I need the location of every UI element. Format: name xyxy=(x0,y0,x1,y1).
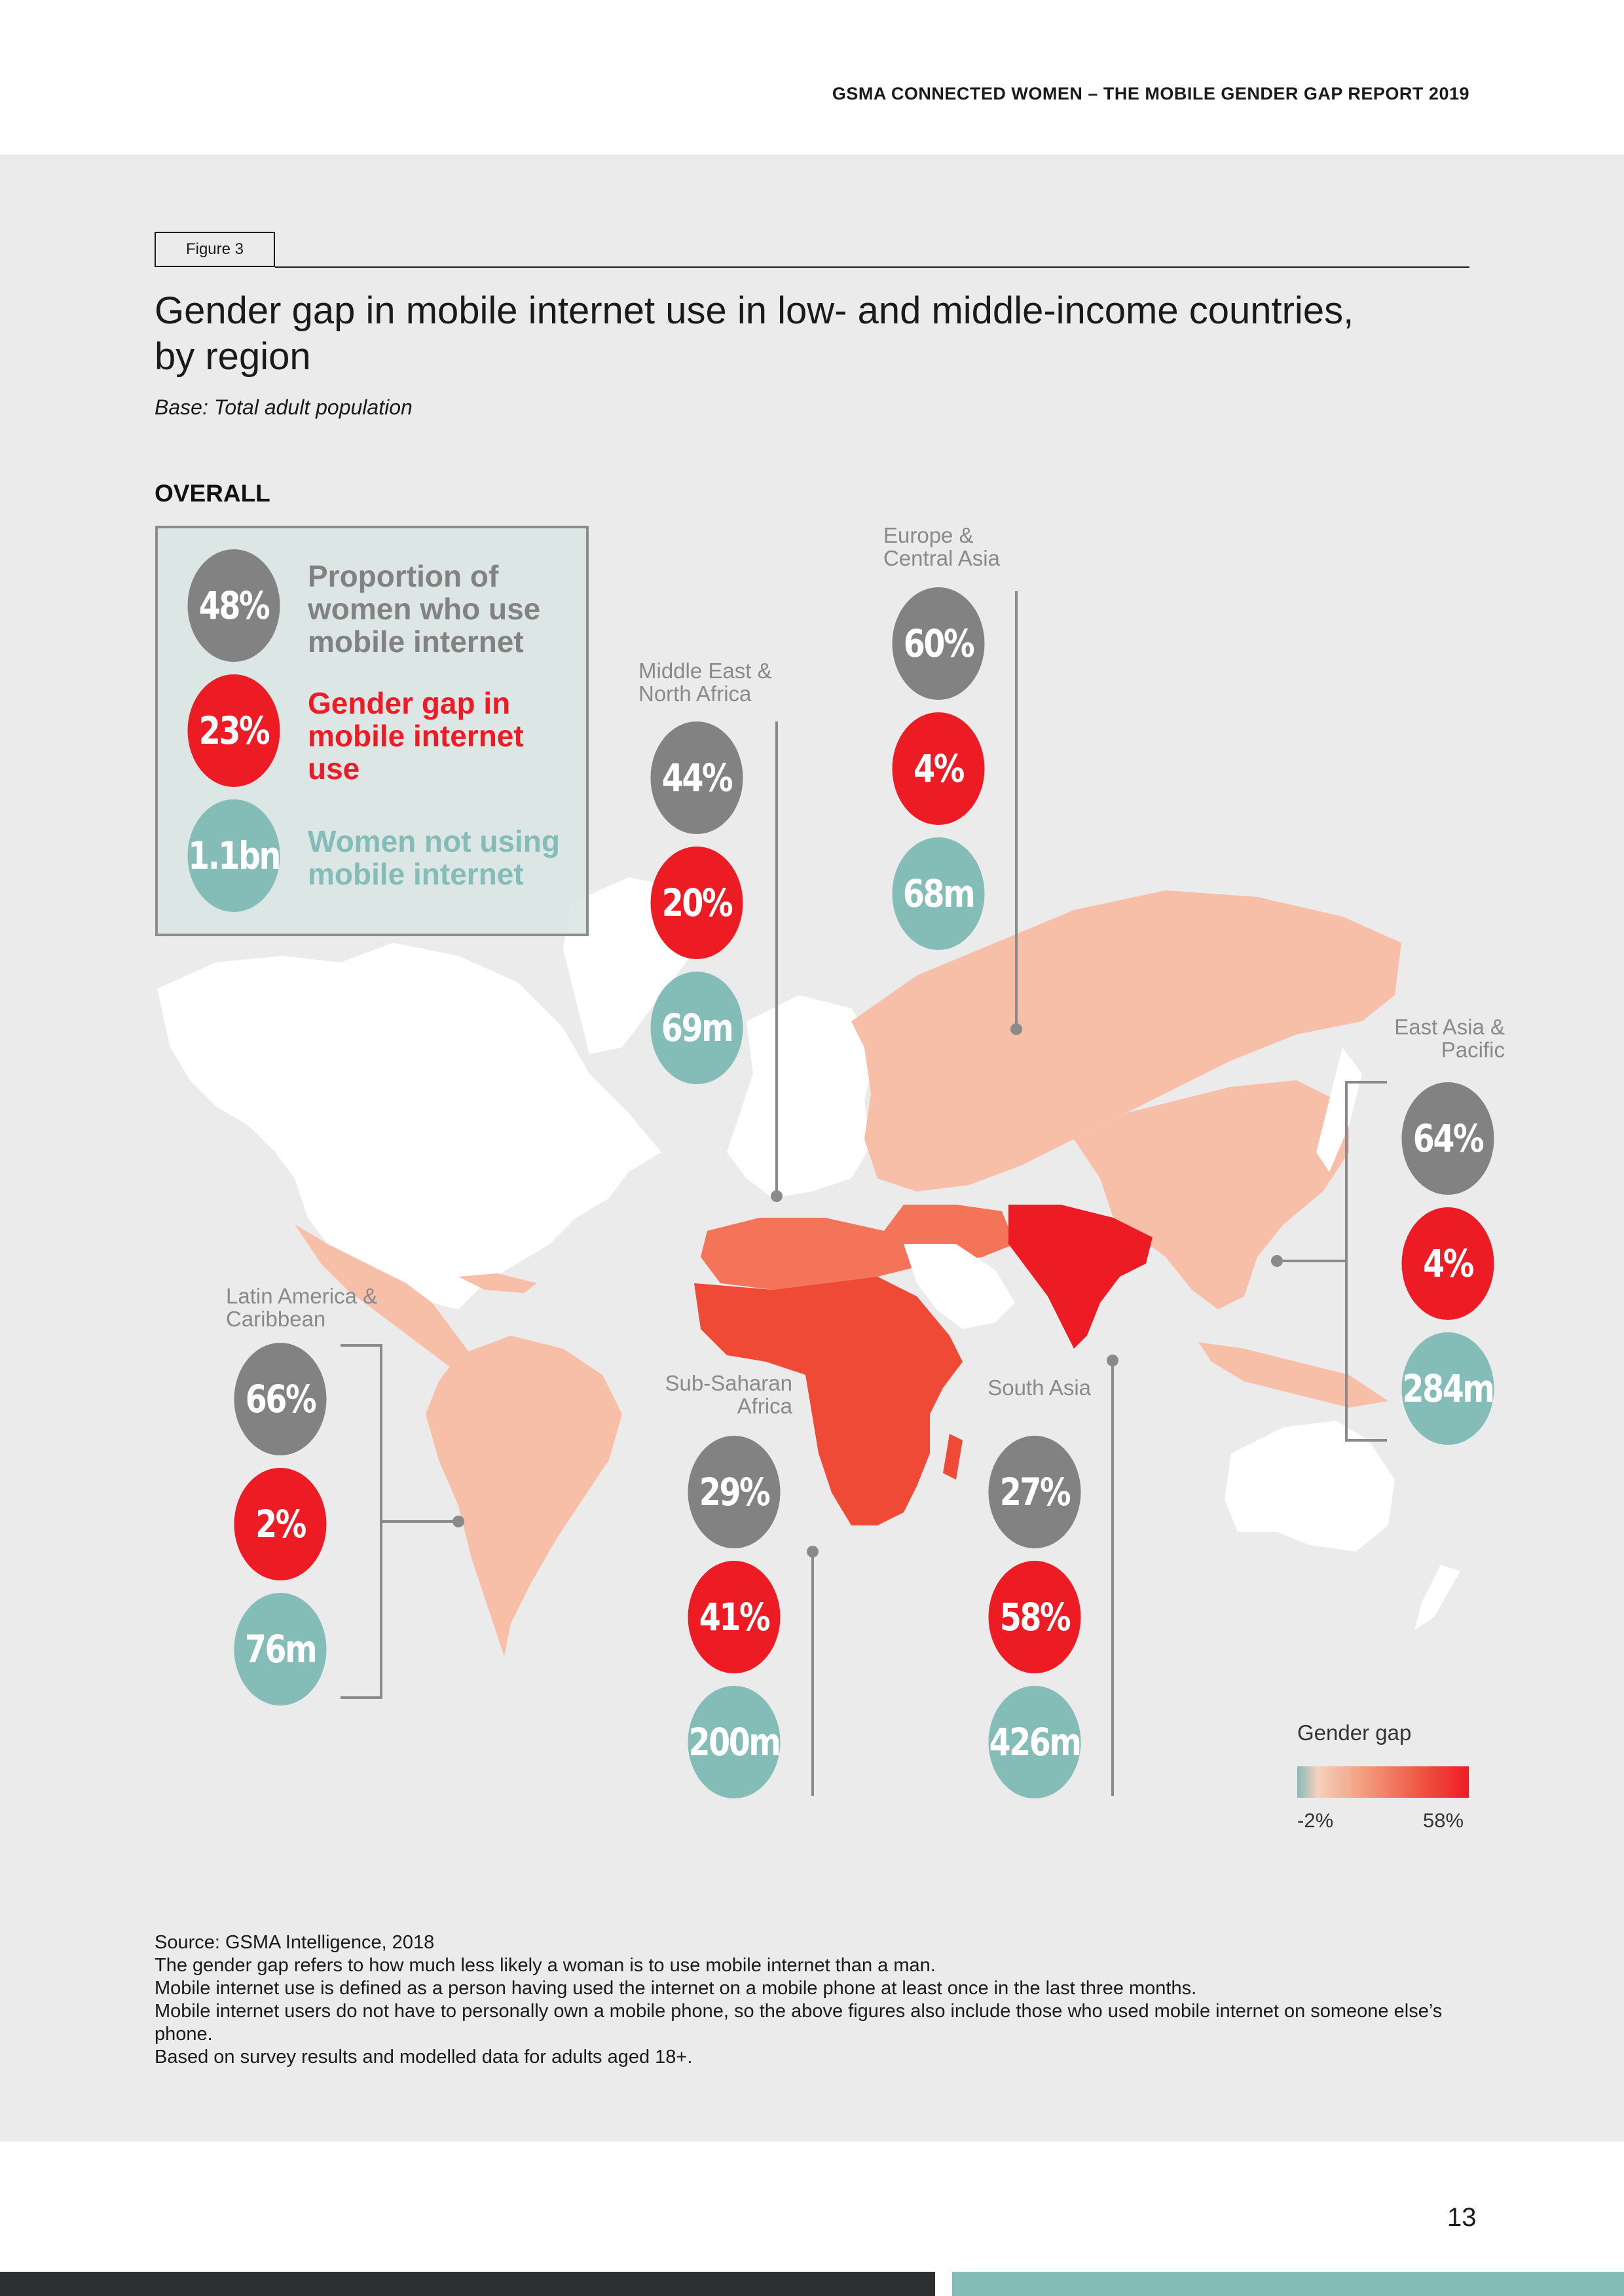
gender-gap-legend-max: 58% xyxy=(1423,1809,1464,1832)
east-asia-women-not-using-circle: 284m xyxy=(1401,1332,1495,1445)
overall-gender-gap-label: Gender gap in mobile internet use xyxy=(308,686,524,786)
map-north-america xyxy=(157,943,661,1309)
mena-gender-gap-circle: 20% xyxy=(650,847,743,959)
connector-dot-east-asia xyxy=(1271,1255,1283,1267)
connector-dot-sub-saharan xyxy=(807,1546,819,1558)
map-europe xyxy=(727,995,877,1198)
south-asia-gender-gap-circle: 58% xyxy=(988,1561,1081,1673)
east-asia-gender-gap-circle: 4% xyxy=(1401,1207,1494,1320)
map-arabia xyxy=(904,1244,1015,1329)
mena-women-using-circle: 44% xyxy=(650,721,743,834)
europe-gender-gap-circle: 4% xyxy=(892,712,985,825)
map-south-america xyxy=(426,1336,622,1656)
overall-label: OVERALL xyxy=(155,480,270,507)
region-label-sub-saharan: Sub-Saharan Africa xyxy=(665,1371,792,1418)
east-asia-women-using-circle: 64% xyxy=(1401,1082,1494,1195)
gender-gap-legend-title: Gender gap xyxy=(1297,1721,1412,1745)
map-middle-east-north-africa xyxy=(701,1205,1015,1290)
region-label-east-asia: East Asia & Pacific xyxy=(1394,1015,1505,1062)
overall-women-using-circle: 48% xyxy=(187,549,280,662)
region-label-europe-central-asia: Europe & Central Asia xyxy=(883,523,1000,570)
note-gender-gap-definition: The gender gap refers to how much less l… xyxy=(155,1955,936,1976)
region-label-middle-east: Middle East & North Africa xyxy=(638,659,772,706)
region-label-latin-america: Latin America & Caribbean xyxy=(226,1284,378,1331)
connector-latin-america xyxy=(341,1344,458,1699)
page-number: 13 xyxy=(1447,2203,1477,2232)
latam-women-not-using-circle: 76m xyxy=(234,1593,327,1705)
connector-dot-middle-east xyxy=(771,1190,783,1202)
overall-women-using-label: Proportion of women who use mobile inter… xyxy=(308,559,541,659)
connector-east-asia xyxy=(1277,1081,1387,1442)
europe-women-not-using-circle: 68m xyxy=(892,837,985,950)
figure-base-note: Base: Total adult population xyxy=(155,395,413,419)
map-east-asia xyxy=(1074,1080,1349,1309)
map-australia xyxy=(1225,1421,1395,1552)
note-survey-basis: Based on survey results and modelled dat… xyxy=(155,2047,693,2068)
south-asia-women-not-using-circle: 426m xyxy=(988,1686,1082,1798)
gender-gap-legend-min: -2% xyxy=(1297,1809,1334,1832)
overall-gender-gap-circle: 23% xyxy=(187,674,280,787)
ssa-women-not-using-circle: 200m xyxy=(688,1686,781,1798)
latam-gender-gap-circle: 2% xyxy=(234,1468,327,1580)
connector-dot-latin-america xyxy=(452,1516,464,1527)
map-new-zealand xyxy=(1414,1565,1460,1630)
map-japan xyxy=(1316,1048,1362,1172)
europe-women-using-circle: 60% xyxy=(892,587,985,700)
map-indonesia xyxy=(1198,1342,1388,1408)
overall-women-not-using-circle: 1.1bn xyxy=(187,799,281,912)
mena-women-not-using-circle: 69m xyxy=(650,972,743,1084)
figure-rule xyxy=(275,266,1469,268)
map-caribbean xyxy=(458,1273,537,1293)
gender-gap-gradient-bar xyxy=(1297,1766,1469,1798)
connector-dot-europe xyxy=(1010,1023,1022,1035)
figure-tag: Figure 3 xyxy=(155,232,275,267)
ssa-women-using-circle: 29% xyxy=(688,1436,781,1548)
figure-notes: Source: GSMA Intelligence, 2018 The gend… xyxy=(155,1931,1490,2069)
footer-bar-dark xyxy=(0,2272,935,2296)
footer-bar-teal xyxy=(952,2272,1624,2296)
note-mobile-internet-definition: Mobile internet use is defined as a pers… xyxy=(155,1978,1197,1999)
region-label-south-asia: South Asia xyxy=(987,1376,1091,1400)
overall-women-not-using-label: Women not using mobile internet xyxy=(308,824,561,891)
map-central-america xyxy=(295,1224,511,1401)
note-ownership: Mobile internet users do not have to per… xyxy=(155,2001,1443,2045)
south-asia-women-using-circle: 27% xyxy=(988,1436,1081,1548)
map-sub-saharan-africa xyxy=(694,1277,963,1525)
map-madagascar xyxy=(943,1434,963,1480)
connector-dot-south-asia xyxy=(1107,1355,1118,1366)
note-source: Source: GSMA Intelligence, 2018 xyxy=(155,1932,435,1953)
map-europe-central-asia xyxy=(851,890,1401,1192)
report-header-title: GSMA CONNECTED WOMEN – THE MOBILE GENDER… xyxy=(832,84,1469,103)
map-south-asia xyxy=(1008,1205,1153,1349)
latam-women-using-circle: 66% xyxy=(234,1343,327,1455)
figure-title: Gender gap in mobile internet use in low… xyxy=(155,289,1354,378)
ssa-gender-gap-circle: 41% xyxy=(688,1561,781,1673)
